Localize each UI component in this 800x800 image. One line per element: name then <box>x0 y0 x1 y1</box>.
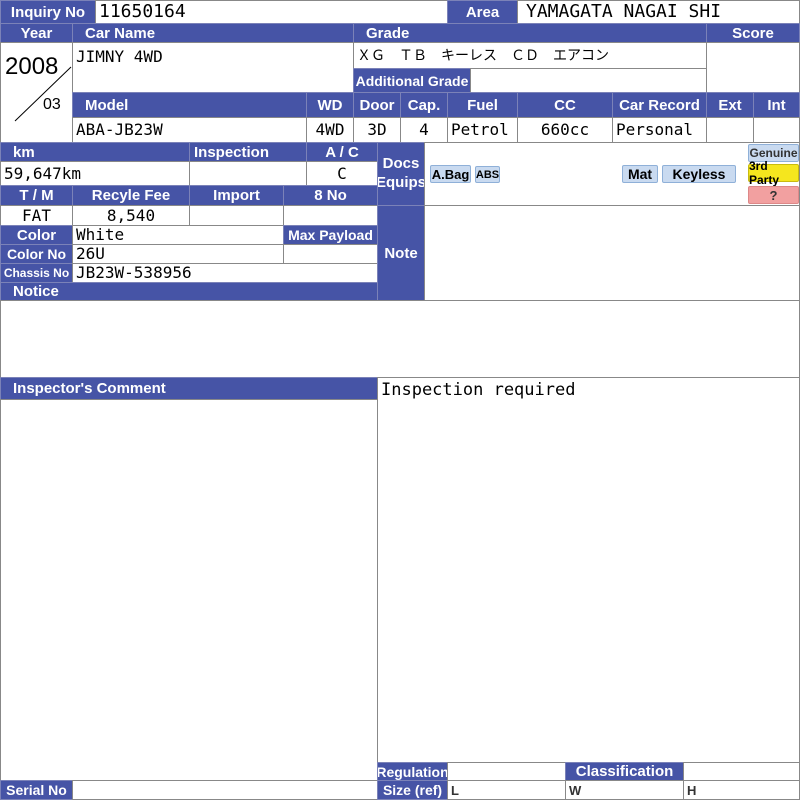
tm-label: T / M <box>0 185 73 206</box>
inquiry-no-label: Inquiry No <box>0 0 96 24</box>
classification-value <box>683 762 800 781</box>
tm-value: FAT <box>0 205 73 226</box>
car-record-value: Personal <box>612 117 707 143</box>
note-value <box>424 205 800 301</box>
fuel-value: Petrol <box>447 117 518 143</box>
equips-label: Equips <box>377 174 425 191</box>
month-value: 03 <box>43 96 61 113</box>
max-payload-value <box>283 244 378 264</box>
color-no-value: 26U <box>72 244 284 264</box>
recycle-fee-label: Recyle Fee <box>72 185 190 206</box>
int-label: Int <box>753 92 800 118</box>
inspection-label: Inspection <box>189 142 307 162</box>
recycle-fee-value: 8,540 <box>72 205 190 226</box>
area-value: YAMAGATA NAGAI SHI <box>517 0 800 24</box>
import-label: Import <box>189 185 284 206</box>
color-label: Color <box>0 225 73 245</box>
year-divider <box>14 66 72 122</box>
int-value <box>753 117 800 143</box>
equip-badge: A.Bag <box>430 165 471 183</box>
color-no-label: Color No <box>0 244 73 264</box>
notice-label: Notice <box>0 282 378 301</box>
regulation-value <box>447 762 566 781</box>
genuine-badge: Genuine <box>748 144 799 162</box>
grade-label: Grade <box>353 23 707 43</box>
serial-no-value <box>72 780 378 800</box>
score-label: Score <box>706 23 800 43</box>
equip-badge: ABS <box>475 166 500 183</box>
size-height: H <box>683 780 800 800</box>
score-value <box>706 42 800 93</box>
docs-label: Docs <box>382 155 420 173</box>
ac-value: C <box>306 161 378 186</box>
chassis-no-label: Chassis No <box>0 263 73 283</box>
max-payload-label: Max Payload <box>283 225 378 245</box>
size-length: L <box>447 780 566 800</box>
car-name-value: JIMNY 4WD <box>72 42 354 93</box>
ac-label: A / C <box>306 142 378 162</box>
door-label: Door <box>353 92 401 118</box>
eight-no-value <box>283 205 378 226</box>
year-value: 2008 <box>5 53 59 80</box>
third-party-badge: 3rd Party <box>748 159 799 187</box>
eight-no-label: 8 No <box>283 185 378 206</box>
car-name-label: Car Name <box>72 23 354 43</box>
additional-grade-value <box>470 68 707 93</box>
cap-label: Cap. <box>400 92 448 118</box>
size-width: W <box>565 780 684 800</box>
import-value <box>189 205 284 226</box>
size-ref-label: Size (ref) <box>377 780 448 800</box>
color-value: White <box>72 225 284 245</box>
model-label: Model <box>72 92 307 118</box>
model-value: ABA-JB23W <box>72 117 307 143</box>
additional-grade-label: Additional Grade <box>353 68 471 93</box>
area-label: Area <box>447 0 518 24</box>
serial-no-label: Serial No <box>0 780 73 800</box>
inspection-value <box>189 161 307 186</box>
cc-label: CC <box>517 92 613 118</box>
wd-value: 4WD <box>306 117 354 143</box>
km-label: km <box>0 142 190 162</box>
equip-badge: Keyless <box>662 165 736 183</box>
wd-label: WD <box>306 92 354 118</box>
regulation-label: Regulation <box>377 762 448 781</box>
equip-badge: Mat <box>622 165 658 183</box>
grade-value: ＸＧ ＴＢ キーレス ＣＤ エアコン <box>353 42 707 69</box>
classification-label: Classification <box>565 762 684 781</box>
door-value: 3D <box>353 117 401 143</box>
year-label: Year <box>0 23 73 43</box>
km-value: 59,647km <box>0 161 190 186</box>
ext-label: Ext <box>706 92 754 118</box>
unknown-badge: ? <box>748 186 799 204</box>
car-record-label: Car Record <box>612 92 707 118</box>
docs-equips-label: Docs Equips <box>377 142 425 206</box>
cap-value: 4 <box>400 117 448 143</box>
chassis-no-value: JB23W-538956 <box>72 263 378 283</box>
fuel-label: Fuel <box>447 92 518 118</box>
year-cell: 2008 03 <box>0 42 73 143</box>
notice-value <box>0 300 800 378</box>
inquiry-no-value: 11650164 <box>95 0 448 24</box>
ext-value <box>706 117 754 143</box>
inspector-comment-value <box>0 399 378 781</box>
note-label: Note <box>377 205 425 301</box>
comment-value: Inspection required <box>377 377 800 763</box>
cc-value: 660cc <box>517 117 613 143</box>
inspector-comment-label: Inspector's Comment <box>0 377 378 400</box>
